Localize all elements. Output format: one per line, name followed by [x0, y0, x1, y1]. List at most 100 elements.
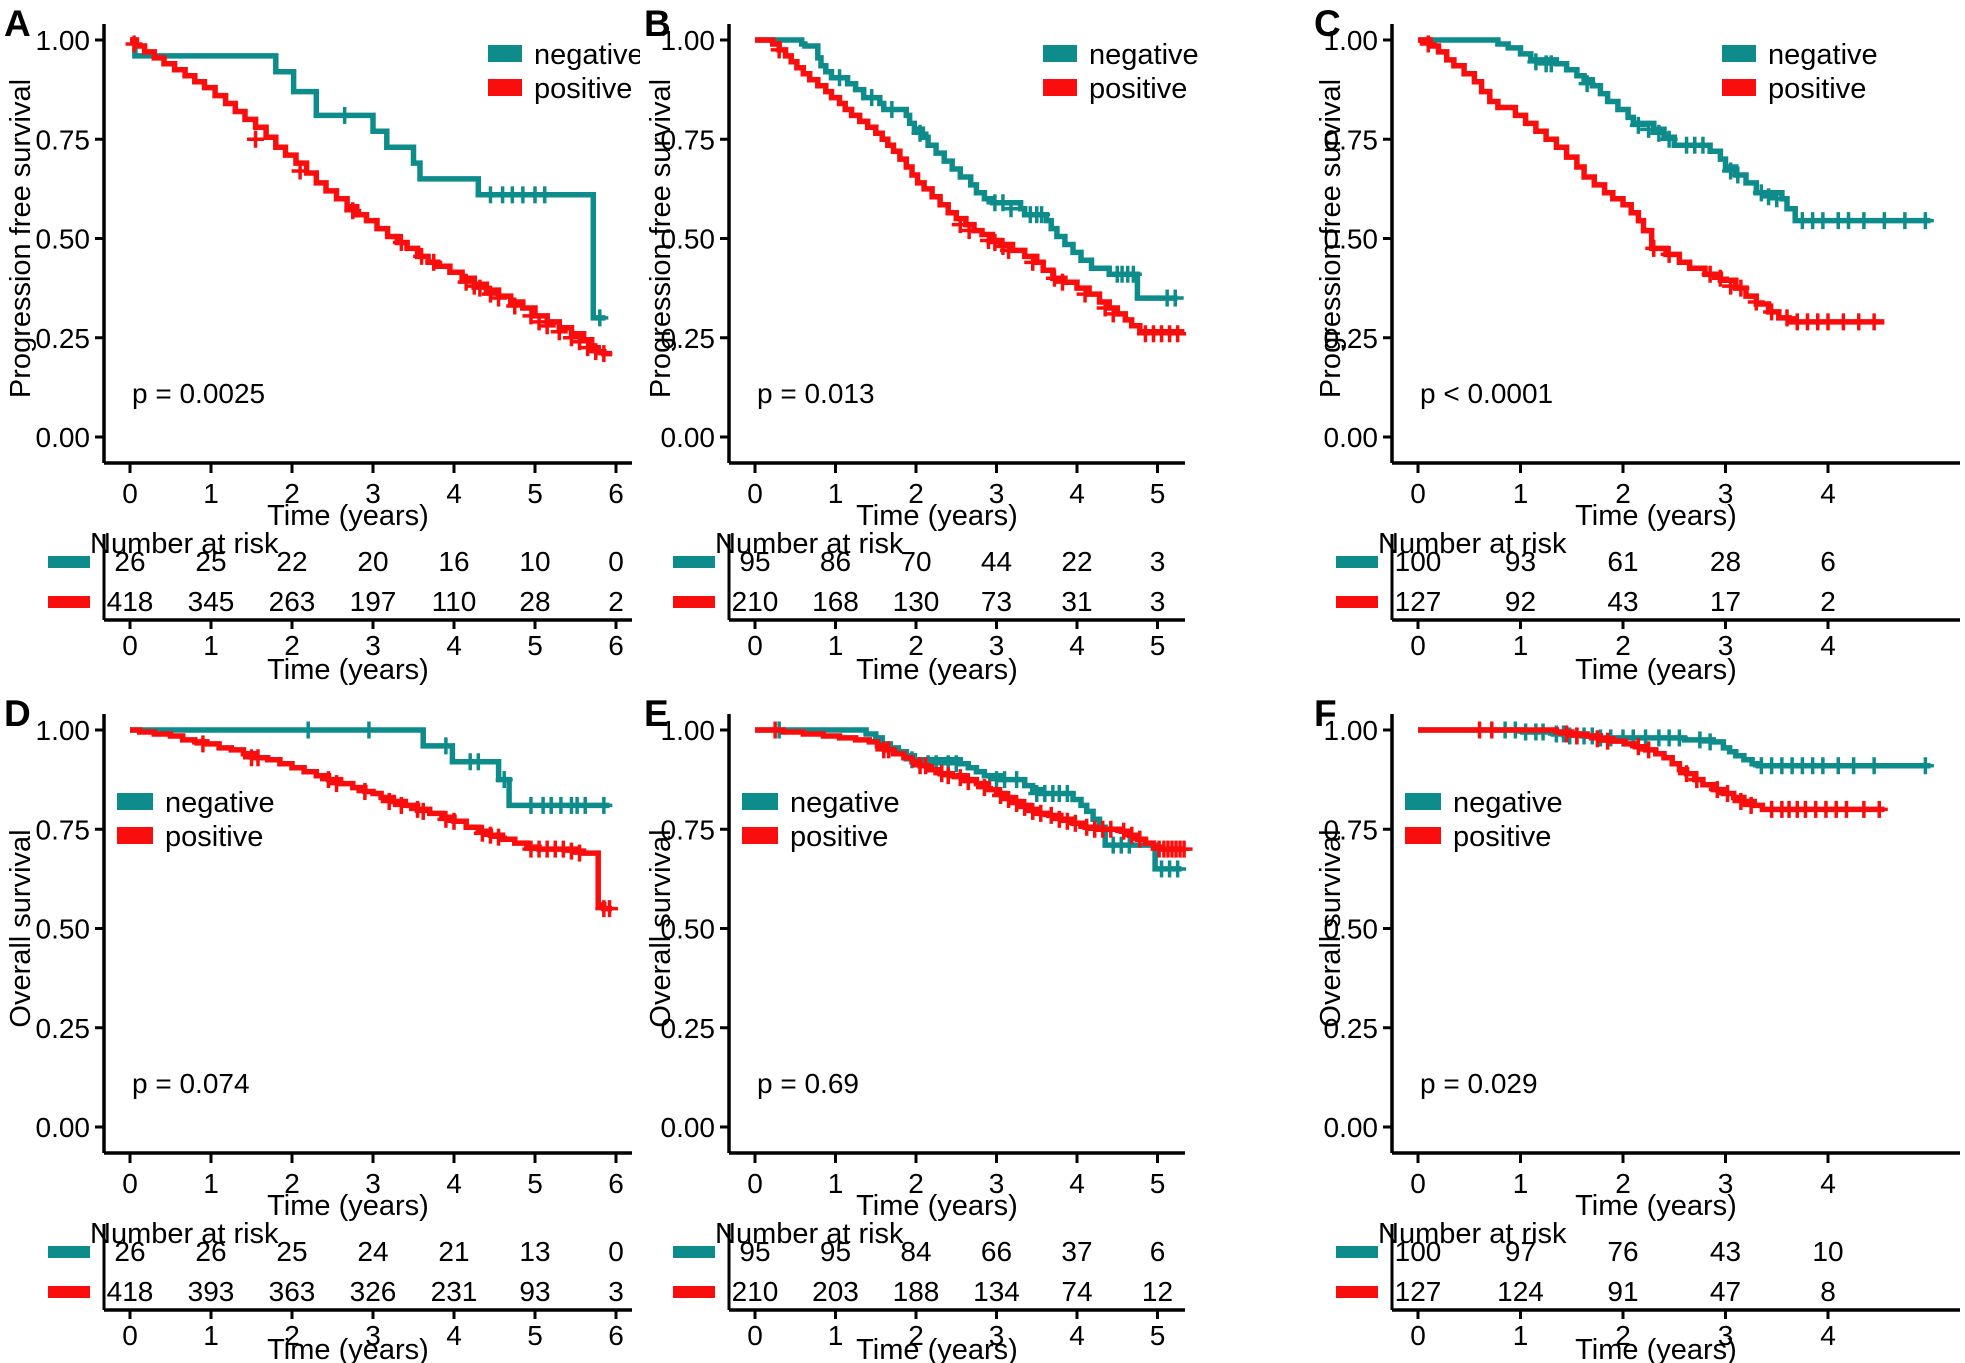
y-tick-label: 0.50: [661, 224, 716, 255]
y-tick-label: 1.00: [661, 25, 716, 56]
x-axis-title: Time (years): [1575, 500, 1737, 532]
number-at-risk-title: Number at risk: [715, 1218, 904, 1250]
x-tick-label: 3: [365, 478, 381, 509]
legend-label-positive: positive: [1768, 73, 1866, 105]
x-tick-label: 4: [1069, 478, 1085, 509]
y-tick-label: 0.75: [661, 814, 716, 845]
risk-x-tick-label: 1: [203, 630, 219, 661]
x-tick-label: 0: [1410, 478, 1426, 509]
legend-label-negative: negative: [534, 39, 640, 71]
risk-count-negative: 84: [900, 1236, 931, 1267]
risk-count-positive: 168: [812, 586, 859, 617]
x-axis-title: Time (years): [267, 500, 429, 532]
risk-x-tick-label: 2: [908, 630, 924, 661]
axes: [102, 714, 632, 1155]
risk-count-negative: 0: [608, 546, 624, 577]
y-tick-label: 0.25: [36, 1013, 91, 1044]
y-tick-label: 0.25: [661, 323, 716, 354]
number-at-risk-title: Number at risk: [90, 528, 279, 560]
y-axis-title: Overall survival: [645, 829, 677, 1027]
risk-count-negative: 22: [1061, 546, 1092, 577]
legend-label-negative: negative: [1768, 39, 1878, 71]
x-tick-label: 2: [908, 478, 924, 509]
panel-b-progression-free-survival: B Progression free survival 0.00 0.25 0.50 0.…: [644, 3, 1199, 686]
risk-count-negative: 95: [739, 546, 770, 577]
risk-count-positive: 91: [1607, 1276, 1638, 1307]
risk-count-positive: 47: [1710, 1276, 1741, 1307]
risk-x-tick-label: 4: [1820, 1320, 1836, 1351]
risk-count-positive: 3: [1150, 586, 1166, 617]
y-tick-label: 0.50: [36, 914, 91, 945]
risk-count-positive: 188: [893, 1276, 940, 1307]
risk-x-tick-label: 6: [608, 1320, 624, 1351]
risk-x-tick-label: 3: [989, 1320, 1005, 1351]
censor-marks-negative-A: [336, 106, 609, 327]
y-tick-label: 1.00: [1324, 715, 1379, 746]
number-at-risk-title: Number at risk: [90, 1218, 279, 1250]
risk-row-swatch-positive: [1336, 1286, 1378, 1298]
panel-label-B: B: [644, 3, 671, 44]
legend-swatch-negative: [117, 793, 153, 810]
p-value-label: p = 0.69: [757, 1068, 859, 1099]
legend-label-negative: negative: [790, 787, 900, 819]
risk-count-negative: 26: [195, 1236, 226, 1267]
risk-row-swatch-positive: [48, 1286, 90, 1298]
legend-swatch-positive: [742, 827, 778, 844]
censor-marks-positive-F: [1471, 721, 1888, 818]
axes: [1390, 714, 1960, 1155]
censor-marks-positive-D: [194, 735, 619, 918]
legend-swatch-negative: [488, 45, 522, 62]
risk-count-negative: 93: [1505, 546, 1536, 577]
risk-count-positive: 345: [188, 586, 235, 617]
risk-count-positive: 363: [269, 1276, 316, 1307]
y-axis-title: Overall survival: [1315, 829, 1347, 1027]
legend-label-positive: positive: [1453, 821, 1551, 853]
y-tick-label: 0.75: [36, 124, 91, 155]
risk-count-positive: 12: [1142, 1276, 1173, 1307]
risk-row-swatch-negative: [48, 556, 90, 568]
x-tick-label: 1: [1513, 478, 1529, 509]
y-tick-label: 0.00: [1324, 1112, 1379, 1143]
risk-x-tick-label: 4: [446, 630, 462, 661]
risk-x-tick-label: 1: [1513, 1320, 1529, 1351]
y-axis-title: Overall survival: [5, 829, 37, 1027]
legend-swatch-negative: [1722, 45, 1756, 62]
risk-count-negative: 86: [820, 546, 851, 577]
risk-count-negative: 37: [1061, 1236, 1092, 1267]
risk-count-negative: 44: [981, 546, 1012, 577]
number-at-risk-title: Number at risk: [1378, 528, 1567, 560]
risk-x-tick-label: 1: [828, 1320, 844, 1351]
y-tick-label: 0.75: [36, 814, 91, 845]
risk-count-negative: 95: [820, 1236, 851, 1267]
risk-count-negative: 25: [276, 1236, 307, 1267]
risk-x-tick-label: 3: [1718, 630, 1734, 661]
legend-swatch-positive: [1722, 79, 1756, 96]
p-value-label: p = 0.029: [1420, 1068, 1538, 1099]
risk-count-positive: 124: [1497, 1276, 1544, 1307]
panel-label-A: A: [4, 3, 31, 44]
risk-count-positive: 418: [107, 586, 154, 617]
risk-count-positive: 231: [431, 1276, 478, 1307]
risk-count-positive: 210: [732, 586, 779, 617]
risk-x-axis-title: Time (years): [1575, 1334, 1737, 1363]
y-tick-label: 0.75: [1324, 124, 1379, 155]
risk-count-positive: 134: [973, 1276, 1020, 1307]
y-axis-title: Progression free survival: [1315, 79, 1347, 398]
risk-x-tick-label: 3: [365, 630, 381, 661]
x-tick-label: 2: [1615, 1168, 1631, 1199]
risk-x-tick-label: 2: [284, 630, 300, 661]
risk-x-tick-label: 4: [446, 1320, 462, 1351]
risk-count-positive: 127: [1395, 586, 1442, 617]
panel-d-overall-survival: D Overall survival 0.00 0.25 0.50 0.75 1.00 0 1 2…: [4, 693, 632, 1363]
risk-x-tick-label: 5: [1150, 630, 1166, 661]
risk-count-positive: 210: [732, 1276, 779, 1307]
y-tick-label: 0.00: [36, 422, 91, 453]
risk-count-negative: 26: [114, 1236, 145, 1267]
p-value-label: p = 0.013: [757, 378, 875, 409]
risk-count-positive: 263: [269, 586, 316, 617]
x-tick-label: 5: [1150, 478, 1166, 509]
censor-marks-positive-B: [770, 41, 1187, 343]
legend-label-positive: positive: [534, 73, 632, 105]
